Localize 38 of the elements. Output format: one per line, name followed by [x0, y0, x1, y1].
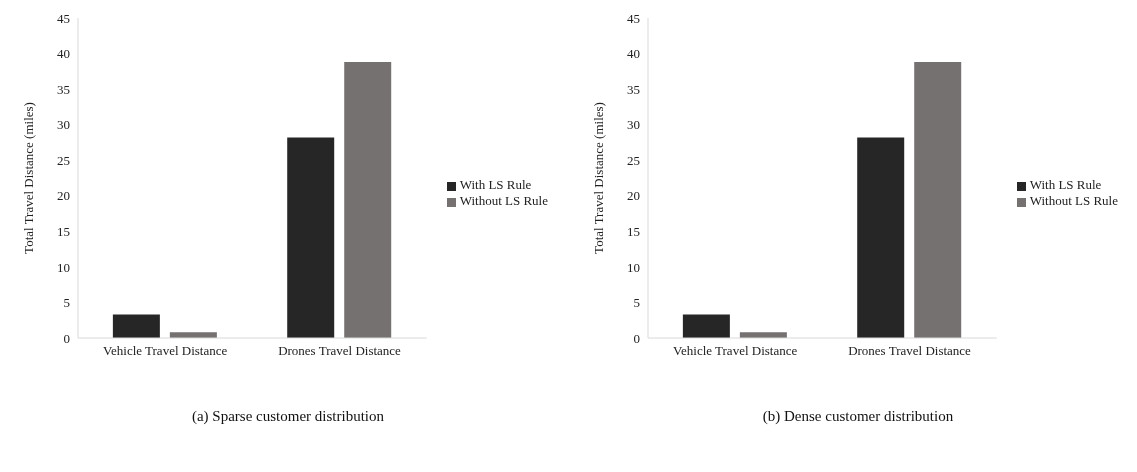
y-tick-label: 25 — [627, 152, 640, 168]
text: (b) Dense customer distribution — [761, 408, 955, 425]
x-tick-label: Vehicle Travel Distance — [673, 343, 798, 359]
y-tick-label: 10 — [57, 259, 70, 275]
x-tick-label: Drones Travel Distance — [848, 343, 972, 359]
y-tick-label: 40 — [627, 46, 640, 62]
y-axis-title: Total Travel Distance (miles) — [20, 102, 36, 254]
legend-label: With LS Rule — [459, 177, 532, 192]
y-tick-label: 10 — [627, 259, 640, 275]
legend-label: Without LS Rule — [459, 193, 548, 208]
y-tick-label: 15 — [627, 223, 640, 239]
x-tick-label: Vehicle Travel Distance — [103, 343, 228, 359]
y-tick-label: 0 — [633, 330, 640, 346]
y-tick-label: 0 — [63, 330, 70, 346]
y-axis-title: Total Travel Distance (miles) — [590, 102, 606, 254]
y-tick-label: 35 — [57, 81, 70, 97]
y-tick-label: 15 — [57, 223, 70, 239]
text: (a) Sparse customer distribution — [190, 408, 385, 425]
y-tick-label: 35 — [627, 81, 640, 97]
y-tick-label: 40 — [57, 46, 70, 62]
y-tick-label: 30 — [627, 117, 640, 133]
bar — [287, 137, 335, 338]
legend-label: With LS Rule — [1029, 177, 1102, 192]
y-tick-label: 45 — [627, 10, 640, 26]
x-tick-label: Drones Travel Distance — [278, 343, 402, 359]
y-tick-label: 20 — [627, 188, 640, 204]
bar — [112, 314, 160, 338]
y-tick-label: 25 — [57, 152, 70, 168]
y-tick-label: 45 — [57, 10, 70, 26]
y-tick-label: 5 — [63, 295, 70, 311]
y-tick-label: 30 — [57, 117, 70, 133]
bar — [344, 62, 392, 338]
bar — [914, 62, 962, 338]
y-tick-label: 20 — [57, 188, 70, 204]
legend-label: Without LS Rule — [1029, 193, 1118, 208]
bar — [857, 137, 905, 338]
bar — [682, 314, 730, 338]
y-tick-label: 5 — [633, 295, 640, 311]
